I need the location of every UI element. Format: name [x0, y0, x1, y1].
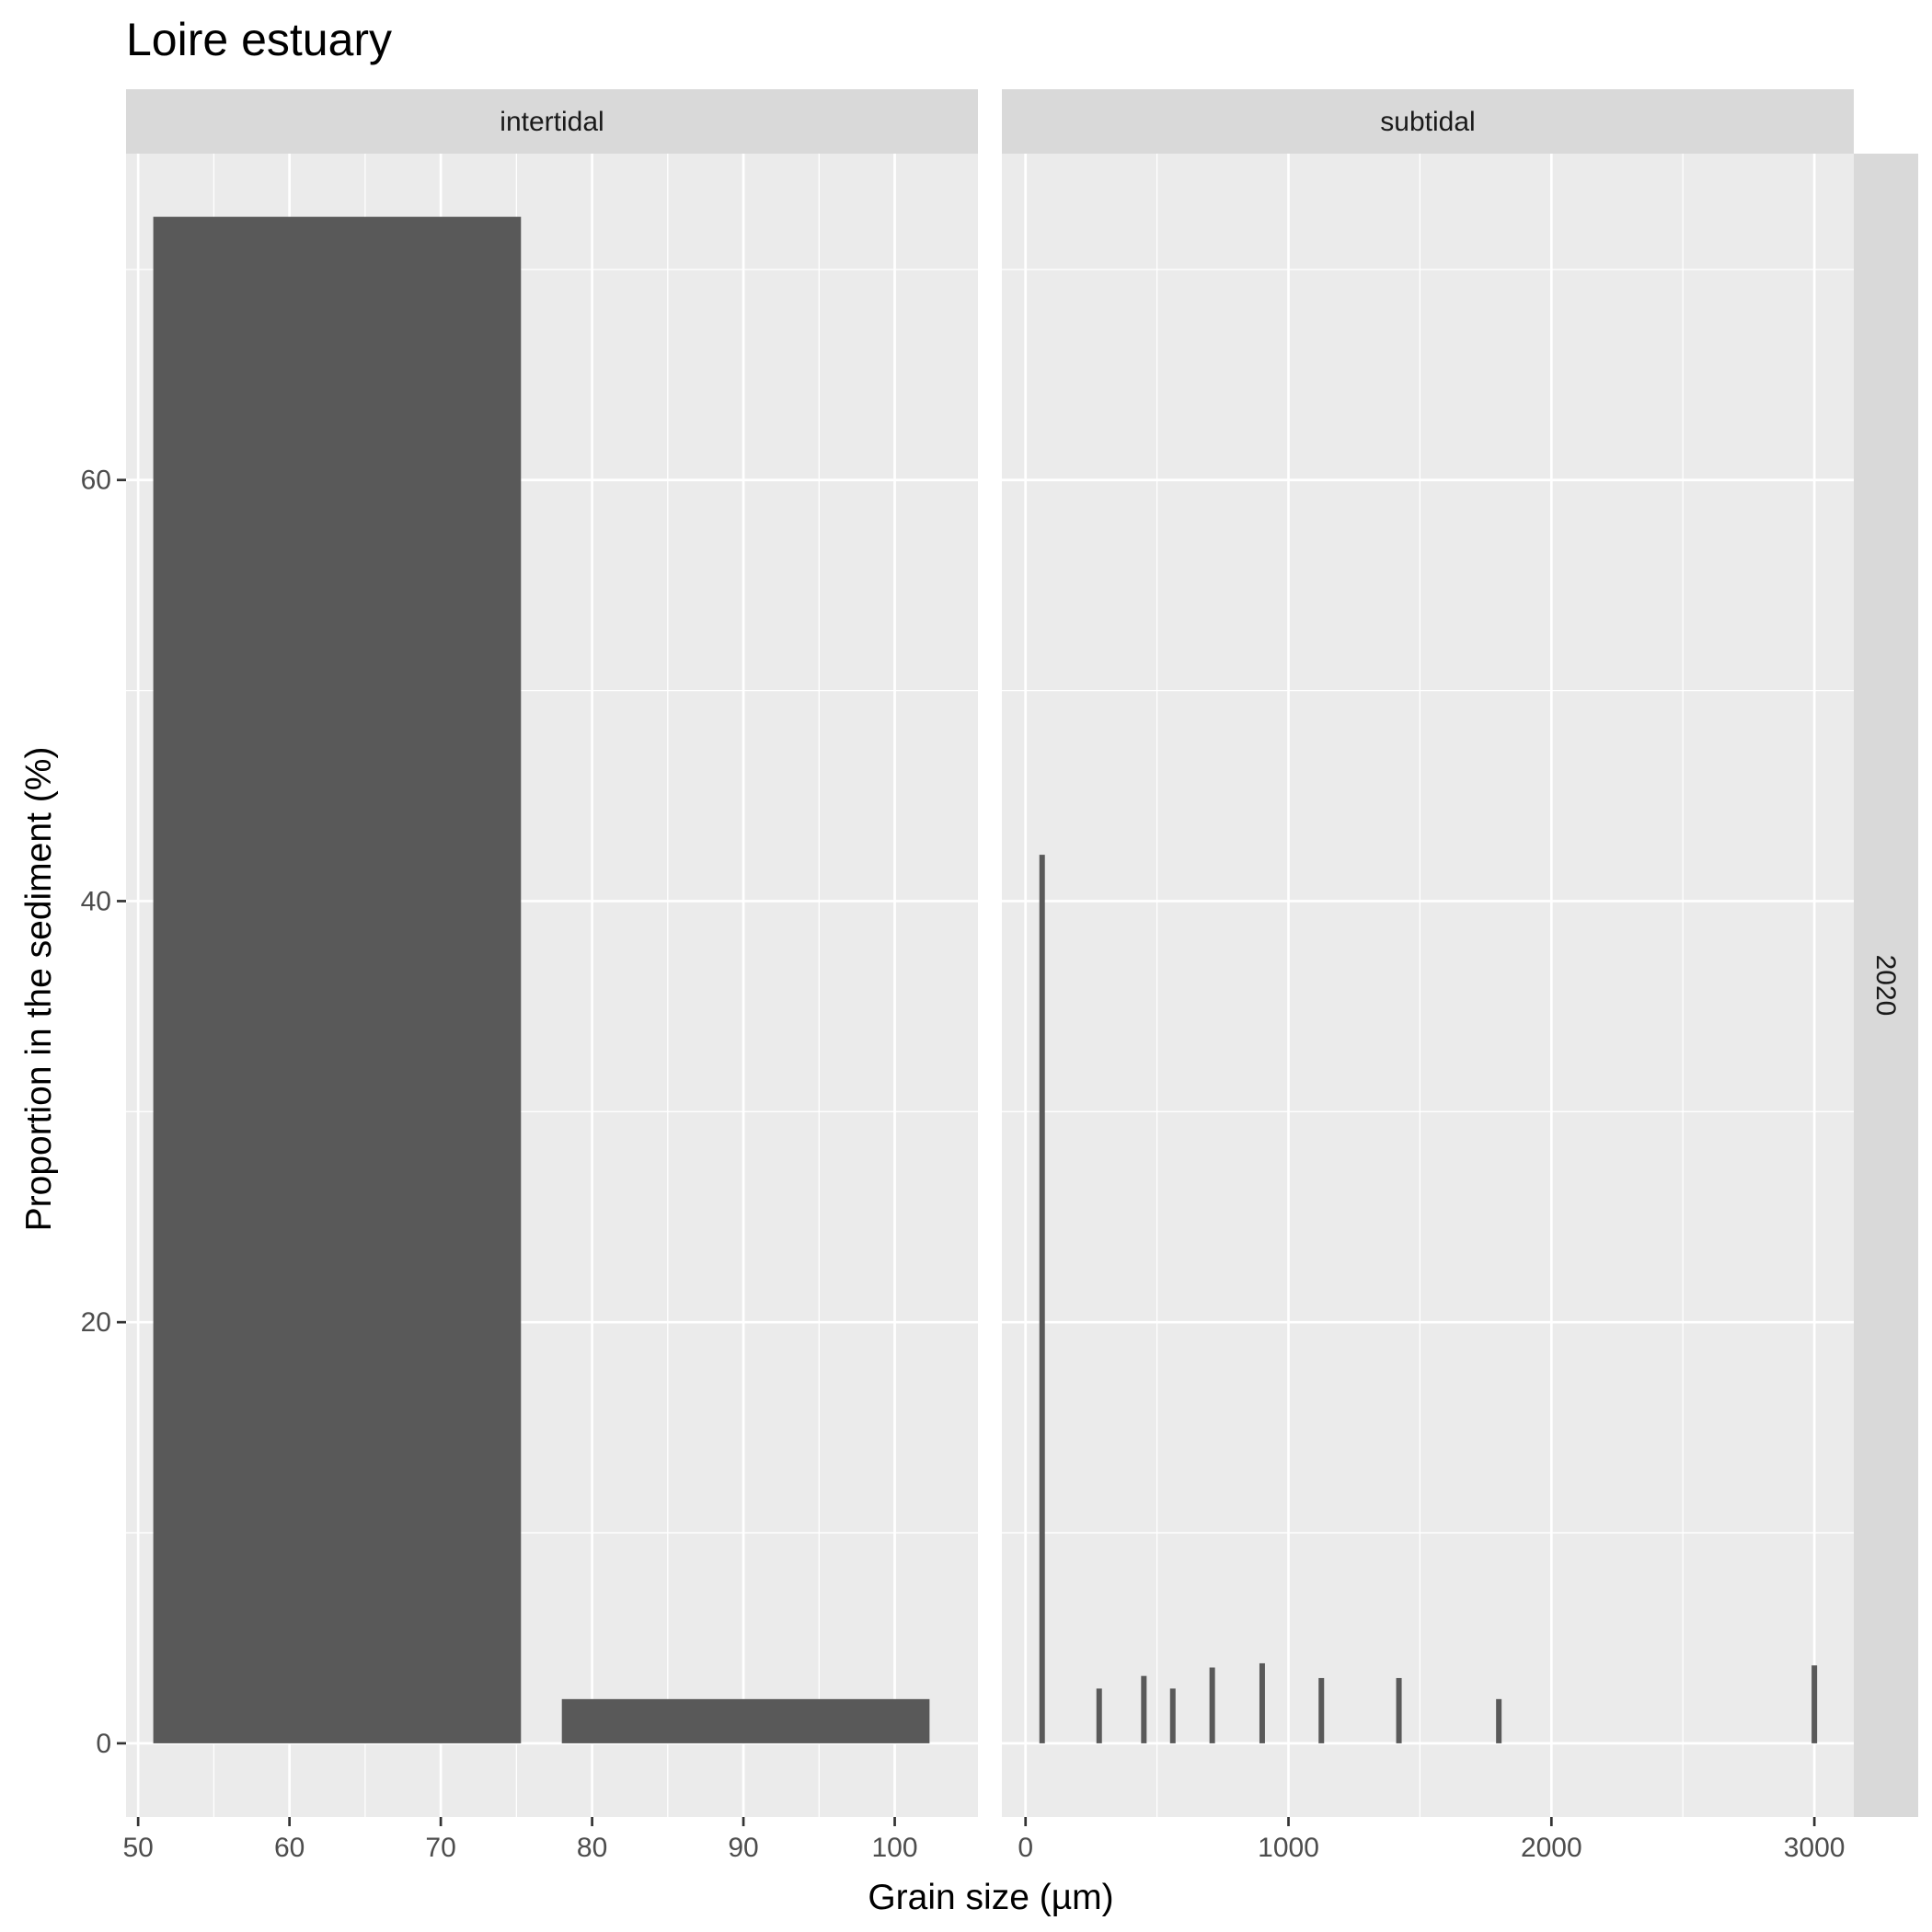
bar — [1259, 1662, 1265, 1743]
y-tick-label: 60 — [81, 466, 111, 496]
facet-strip — [1002, 89, 1854, 154]
facet-panel-subtidal: subtidal 0 1000 2000 3000 — [1002, 89, 1854, 1863]
bar — [1141, 1675, 1147, 1743]
y-axis-title: Proportion in the sediment (%) — [19, 747, 59, 1232]
bar — [153, 216, 522, 1743]
x-tick-label: 0 — [1018, 1833, 1033, 1863]
y-tick-label: 0 — [96, 1729, 111, 1759]
bar — [1096, 1688, 1102, 1743]
facet-strip-label: intertidal — [500, 107, 604, 137]
bar — [1811, 1665, 1818, 1743]
x-tick-label: 60 — [274, 1833, 305, 1863]
y-tick-label: 20 — [81, 1307, 111, 1338]
panels-layer: intertidal 50 60 70 80 90 100 subtidal 0 1000 2000… — [122, 89, 1918, 1863]
x-tick-label: 90 — [728, 1833, 758, 1863]
chart-title: Loire estuary — [126, 14, 392, 65]
x-tick-label: 100 — [872, 1833, 918, 1863]
panel-background — [1002, 154, 1854, 1817]
x-tick-label: 1000 — [1258, 1833, 1319, 1863]
bar — [1209, 1667, 1215, 1743]
facet-strip — [126, 89, 978, 154]
y-tick-label: 40 — [81, 886, 111, 916]
y-axis: 0 20 40 60 — [81, 466, 126, 1759]
bar — [1496, 1698, 1502, 1743]
facet-strip-label: subtidal — [1380, 107, 1475, 137]
bar — [561, 1698, 930, 1743]
bar — [1169, 1688, 1176, 1743]
bar — [1039, 855, 1045, 1743]
x-tick-label: 3000 — [1784, 1833, 1846, 1863]
x-tick-label: 50 — [122, 1833, 153, 1863]
x-tick-label: 80 — [577, 1833, 607, 1863]
row-strip-label: 2020 — [1870, 955, 1901, 1017]
x-tick-label: 2000 — [1521, 1833, 1582, 1863]
bar — [1396, 1677, 1402, 1743]
x-tick-label: 70 — [425, 1833, 455, 1863]
x-axis-title: Grain size (µm) — [868, 1878, 1113, 1917]
facet-panel-intertidal: intertidal 50 60 70 80 90 100 — [122, 89, 978, 1863]
bar — [1318, 1677, 1325, 1743]
row-strip — [1854, 154, 1918, 1817]
